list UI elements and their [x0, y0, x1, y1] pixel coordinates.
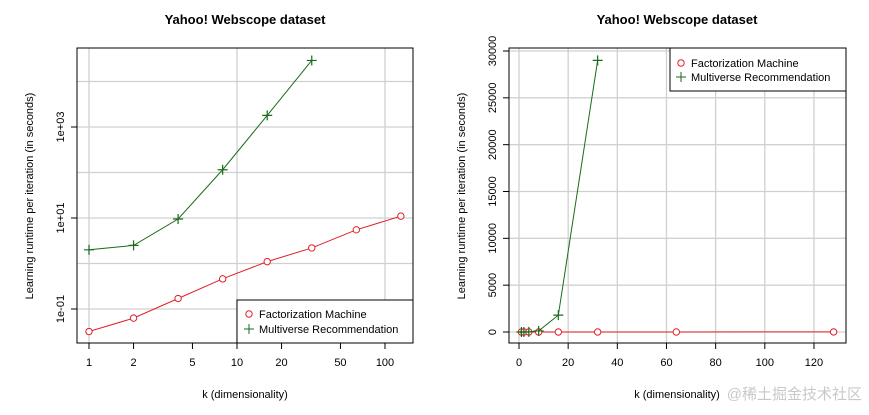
data-point-circle	[85, 327, 93, 336]
y-tick-label: 10000	[487, 223, 499, 254]
legend-label-mr: Multiverse Recommendation	[259, 324, 398, 336]
x-tick-label: 100	[376, 357, 394, 369]
x-tick-label: 0	[516, 357, 522, 369]
data-point-circle	[218, 275, 227, 283]
legend-plus-icon	[244, 324, 254, 334]
y-axis-label: Learning runtime per iteration (in secon…	[24, 93, 36, 300]
x-tick-label: 120	[805, 357, 823, 369]
y-tick-label: 30000	[487, 36, 499, 67]
data-point-circle	[174, 294, 182, 303]
legend: Factorization Machine Multiverse Recomme…	[669, 47, 847, 92]
data-point-circle	[554, 328, 563, 336]
data-point-plus	[523, 326, 534, 337]
y-axis-label: Learning runtime per iteration (in secon…	[456, 93, 468, 300]
chart-title: Yahoo! Webscope dataset	[597, 12, 759, 27]
data-point-circle	[129, 314, 138, 322]
series-line	[88, 60, 313, 251]
data-point-plus	[128, 240, 139, 251]
x-tick-label: 10	[231, 357, 243, 369]
grid-lines	[77, 48, 413, 343]
legend: Factorization Machine Multiverse Recomme…	[236, 299, 414, 344]
legend-label-fm: Factorization Machine	[691, 58, 799, 70]
grid-lines	[509, 48, 846, 343]
y-tick-label: 5000	[487, 273, 499, 297]
x-axis-label: k (dimensionality)	[202, 389, 288, 401]
chart-title: Yahoo! Webscope dataset	[165, 12, 327, 27]
y-tick-label: 15000	[487, 176, 499, 207]
x-tick-label: 1	[86, 357, 92, 369]
x-tick-label: 40	[611, 357, 623, 369]
data-point-plus	[553, 310, 564, 321]
series-marks	[516, 55, 838, 337]
data-point-plus	[533, 325, 544, 336]
data-point-circle	[397, 212, 405, 220]
y-tick-label: 0	[487, 329, 499, 335]
legend-label-fm: Factorization Machine	[259, 309, 367, 321]
x-tick-label: 2	[130, 357, 136, 369]
y-tick-label: 20000	[487, 129, 499, 160]
watermark: @稀土掘金技术社区	[727, 386, 862, 403]
x-tick-label: 50	[334, 357, 346, 369]
series-line	[88, 215, 402, 332]
legend-plus-icon	[676, 72, 686, 82]
data-point-plus	[306, 55, 317, 66]
x-axis-label: k (dimensionality)	[634, 389, 720, 401]
data-point-plus	[592, 55, 603, 66]
data-point-plus	[262, 110, 273, 121]
x-tick-label: 20	[275, 357, 287, 369]
data-point-circle	[829, 328, 838, 336]
legend-circle-icon	[245, 310, 253, 318]
legend-label-mr: Multiverse Recommendation	[691, 72, 830, 84]
x-tick-label: 80	[710, 357, 722, 369]
plot-frame	[508, 47, 847, 344]
x-tick-label: 60	[660, 357, 672, 369]
series-line	[521, 60, 599, 333]
y-tick-label: 1e-01	[55, 295, 67, 323]
axis-ticks: 1 2 5 10 20 50 100 1e-01 1e+01 1e+03	[55, 112, 394, 369]
axis-ticks: 0 20 40 60 80 100 120 0 5000 10000 15000 20000 25000…	[487, 36, 823, 369]
data-point-plus	[173, 214, 184, 225]
x-tick-label: 100	[756, 357, 774, 369]
legend-box	[669, 47, 847, 92]
data-point-circle	[263, 257, 271, 266]
data-point-circle	[672, 328, 681, 336]
series-marks	[84, 55, 405, 336]
right-chart-linear: Yahoo! Webscope dataset k (dimensionalit…	[456, 12, 847, 401]
data-point-circle	[352, 226, 361, 234]
data-point-circle	[593, 328, 602, 336]
y-tick-label: 25000	[487, 83, 499, 114]
x-tick-label: 20	[562, 357, 574, 369]
left-chart-log: Yahoo! Webscope dataset k (dimensionalit…	[24, 12, 414, 401]
y-tick-label: 1e+03	[55, 112, 67, 143]
data-point-circle	[308, 244, 316, 252]
y-tick-label: 1e+01	[55, 203, 67, 234]
data-point-plus	[84, 244, 94, 255]
legend-box	[236, 299, 414, 344]
x-tick-label: 5	[189, 357, 195, 369]
data-point-plus	[217, 164, 228, 175]
plot-frame	[76, 47, 414, 344]
legend-circle-icon	[677, 59, 685, 67]
